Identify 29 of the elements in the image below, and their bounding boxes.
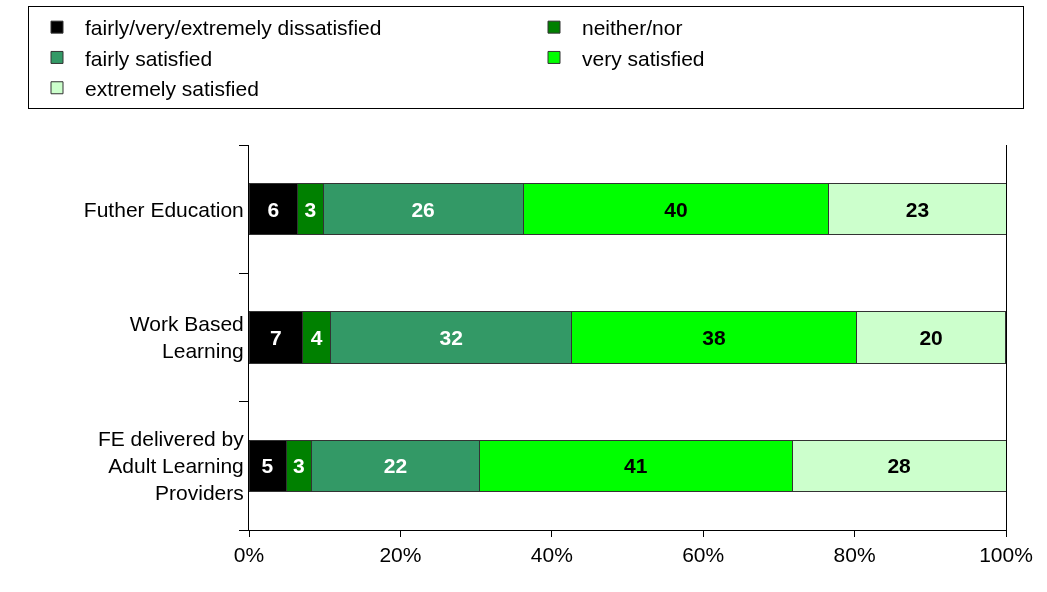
x-tick-label: 40%: [530, 543, 573, 567]
data-label: 32: [439, 326, 463, 349]
legend-label: extremely satisfied: [85, 76, 259, 100]
y-tick-label: Futher Education: [83, 197, 244, 221]
data-label: 22: [383, 454, 408, 478]
data-label: 6: [267, 197, 280, 221]
data-label: 23: [905, 197, 930, 221]
legend-label: fairly satisfied: [85, 46, 213, 70]
data-label: 4: [310, 326, 323, 349]
data-label: 26: [411, 197, 435, 221]
y-tick-label: Work Based Learning: [129, 312, 244, 363]
legend-label: fairly/very/extremely dissatisfied: [85, 16, 382, 40]
data-label: 38: [702, 326, 727, 349]
data-label: 20: [919, 326, 943, 349]
legend-label: very satisfied: [582, 46, 705, 70]
data-label: 40: [664, 197, 688, 221]
data-label: 28: [887, 454, 912, 478]
x-tick-label: 80%: [833, 543, 876, 567]
x-tick-label: 100%: [979, 543, 1033, 567]
x-tick-label: 20%: [379, 543, 422, 567]
data-label: 41: [623, 454, 648, 478]
x-tick-label: 0%: [233, 543, 265, 567]
y-tick-label: FE delivered by Adult Learning Providers: [97, 426, 245, 505]
x-tick-label: 60%: [682, 543, 725, 567]
data-label: 7: [270, 326, 282, 349]
data-label: 5: [261, 454, 274, 478]
legend-label: neither/nor: [582, 16, 683, 40]
data-label: 3: [304, 197, 317, 221]
data-label: 3: [293, 454, 305, 478]
